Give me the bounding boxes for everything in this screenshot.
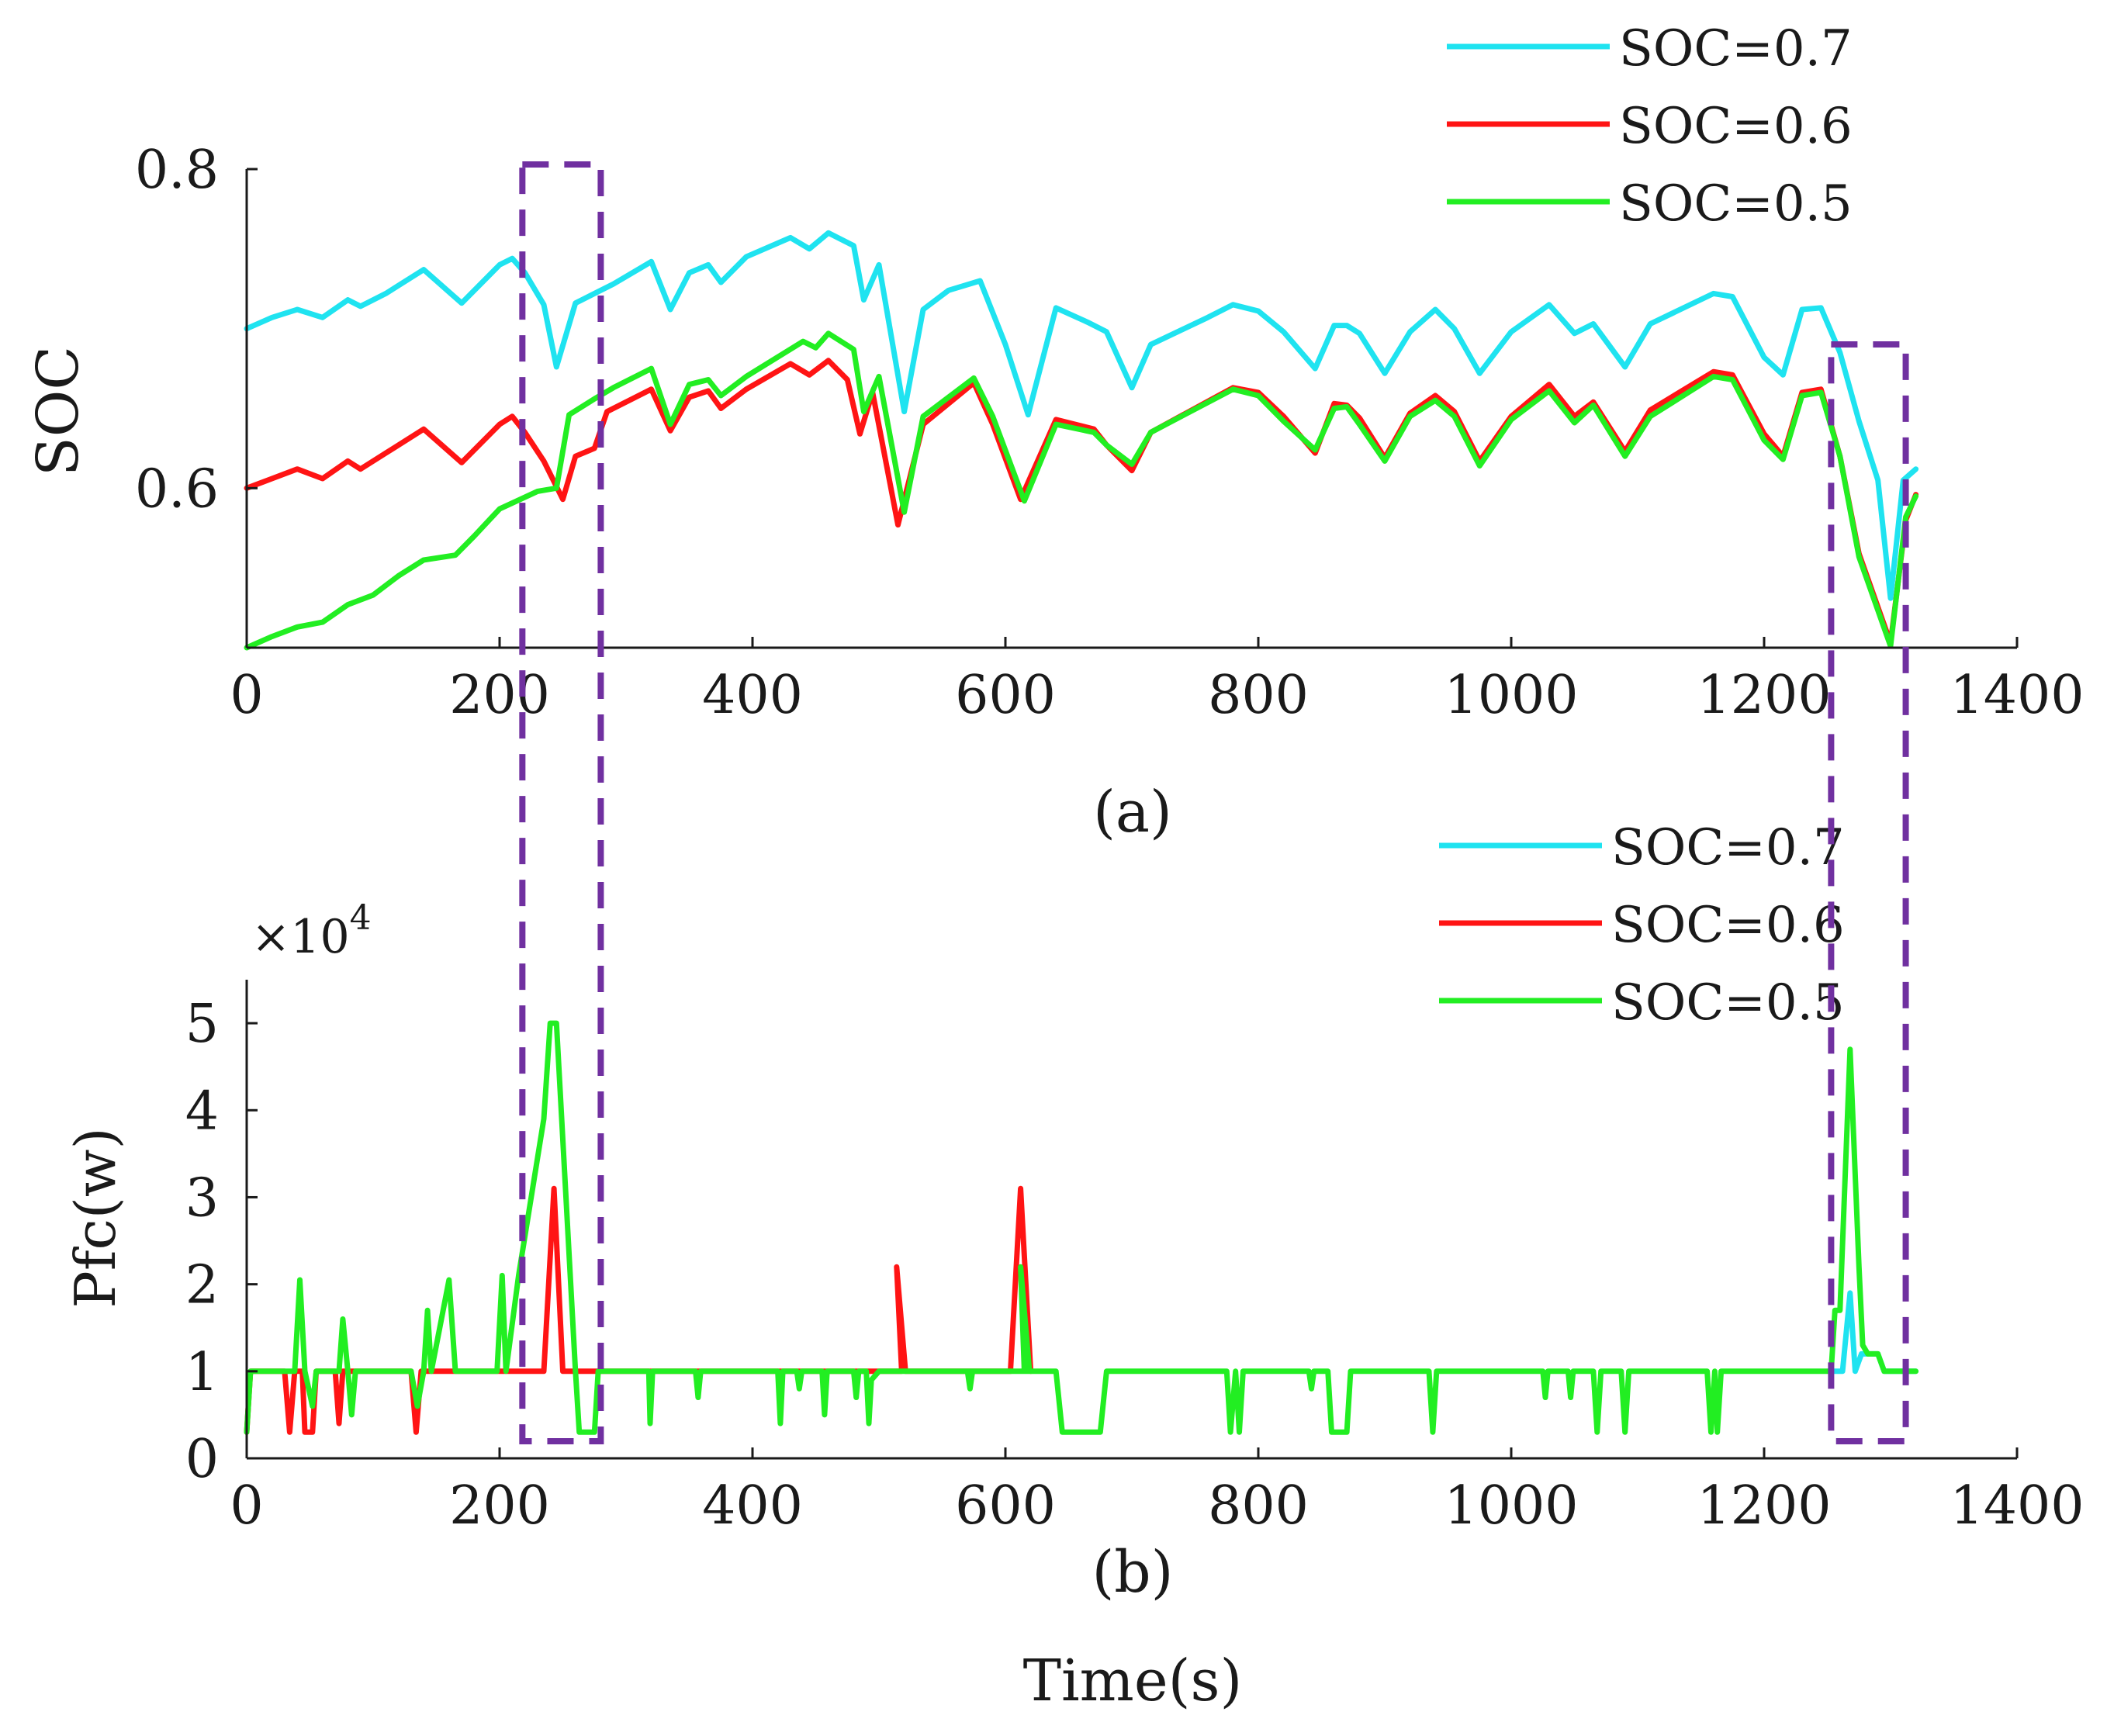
soc-x-ticks: 0 200 400 600 800 1000 1200 1400 — [230, 637, 2085, 726]
soc-series-group — [244, 230, 1919, 651]
pfc-scale-exponent: 4 — [350, 898, 372, 938]
series-line-soc-0-5 — [244, 330, 1919, 651]
soc-axes — [245, 169, 2017, 649]
panel-a-caption: (a) — [1093, 779, 1172, 846]
pfc-legend: SOC=0.7 SOC=0.6 SOC=0.5 — [1439, 819, 1845, 1032]
soc-panel: 0 200 400 600 800 1000 1200 1400 0.6 0.8 SOC (a)… — [25, 20, 2085, 846]
legend-label: SOC=0.6 — [1611, 897, 1845, 954]
soc-y-ticks: 0.6 0.8 — [135, 140, 258, 520]
pfc-x-ticks: 0 200 400 600 800 1000 1200 1400 — [230, 1447, 2085, 1537]
pfc-scale-factor: ×104 — [251, 898, 372, 964]
y-tick-label: 0.6 — [135, 458, 219, 520]
pfc-y-axis-label: Pfc(w) — [63, 1127, 128, 1308]
legend-label: SOC=0.7 — [1611, 819, 1845, 877]
legend-label: SOC=0.7 — [1619, 20, 1853, 78]
legend-label: SOC=0.5 — [1611, 974, 1845, 1032]
x-axis-label: Time(s) — [1023, 1648, 1243, 1714]
legend-label: SOC=0.5 — [1619, 175, 1853, 233]
x-tick-label: 800 — [1208, 1475, 1309, 1537]
x-tick-label: 1200 — [1697, 1475, 1831, 1537]
y-tick-label: 5 — [185, 994, 219, 1055]
x-tick-label: 1400 — [1950, 665, 2084, 726]
pfc-y-ticks: 0 1 2 3 4 5 — [185, 994, 258, 1490]
soc-legend: SOC=0.7 SOC=0.6 SOC=0.5 — [1447, 20, 1853, 233]
y-tick-label: 0 — [185, 1429, 219, 1490]
x-tick-label: 0 — [230, 665, 263, 726]
series-line-soc-0-7 — [244, 230, 1919, 601]
series-line-soc-0-6 — [244, 358, 1919, 646]
legend-label: SOC=0.6 — [1619, 98, 1853, 155]
series-line-soc-0-6 — [244, 1185, 1034, 1435]
highlight-boxes — [519, 161, 1909, 1444]
x-tick-label: 0 — [230, 1475, 263, 1537]
y-tick-label: 3 — [185, 1167, 219, 1229]
x-tick-label: 600 — [955, 1475, 1056, 1537]
y-tick-label: 4 — [185, 1081, 219, 1142]
x-tick-label: 1200 — [1697, 665, 1831, 726]
highlight-box — [519, 161, 604, 1444]
x-tick-label: 800 — [1208, 665, 1309, 726]
y-tick-label: 0.8 — [135, 140, 219, 201]
x-tick-label: 200 — [449, 665, 550, 726]
soc-y-axis-label: SOC — [25, 346, 92, 476]
x-tick-label: 400 — [702, 1475, 803, 1537]
panel-b-caption: (b) — [1092, 1539, 1173, 1606]
y-tick-label: 1 — [185, 1342, 219, 1403]
pfc-series-group — [244, 1020, 1919, 1435]
x-tick-label: 1400 — [1950, 1475, 2084, 1537]
x-tick-label: 1000 — [1444, 1475, 1578, 1537]
y-tick-label: 2 — [185, 1255, 219, 1316]
x-tick-label: 600 — [955, 665, 1056, 726]
pfc-scale-base: ×10 — [251, 910, 350, 964]
x-tick-label: 200 — [449, 1475, 550, 1537]
x-tick-label: 1000 — [1444, 665, 1578, 726]
series-line-soc-0-5 — [244, 1020, 1919, 1435]
pfc-axes — [245, 980, 2017, 1460]
x-tick-label: 400 — [702, 665, 803, 726]
